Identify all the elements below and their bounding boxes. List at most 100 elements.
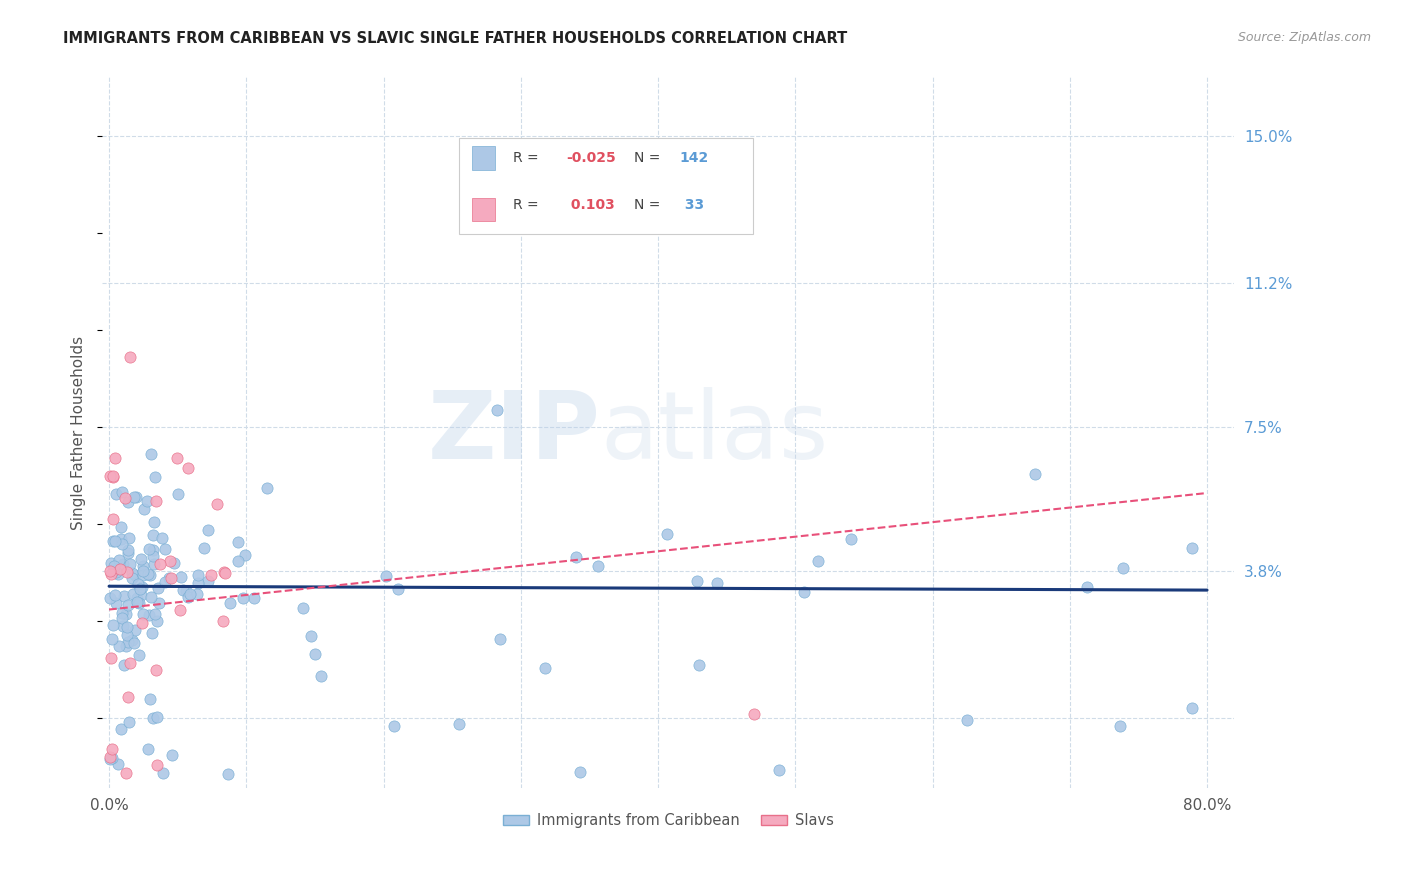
- Point: [232, 591, 254, 606]
- Point: [568, 765, 591, 780]
- Point: [136, 742, 159, 756]
- Text: 0.103: 0.103: [567, 198, 616, 212]
- Point: [122, 636, 145, 650]
- Point: [117, 690, 139, 704]
- Text: ZIP: ZIP: [427, 387, 600, 479]
- Point: [187, 575, 209, 590]
- Point: [131, 588, 153, 602]
- Text: atlas: atlas: [600, 387, 828, 479]
- Point: [124, 567, 146, 582]
- Point: [374, 568, 396, 582]
- Point: [142, 549, 165, 563]
- Point: [107, 756, 129, 771]
- Point: [197, 523, 219, 537]
- Point: [103, 469, 125, 483]
- Point: [111, 536, 134, 550]
- FancyBboxPatch shape: [458, 138, 754, 234]
- Point: [100, 651, 122, 665]
- Text: Source: ZipAtlas.com: Source: ZipAtlas.com: [1237, 31, 1371, 45]
- Point: [104, 596, 127, 610]
- Text: 33: 33: [679, 198, 704, 212]
- Point: [1111, 561, 1133, 575]
- Point: [129, 582, 152, 596]
- Text: N =: N =: [634, 151, 665, 165]
- Point: [166, 450, 188, 465]
- Point: [145, 663, 167, 677]
- Point: [98, 469, 121, 483]
- Text: R =: R =: [513, 198, 543, 212]
- Point: [107, 566, 129, 581]
- Text: IMMIGRANTS FROM CARIBBEAN VS SLAVIC SINGLE FATHER HOUSEHOLDS CORRELATION CHART: IMMIGRANTS FROM CARIBBEAN VS SLAVIC SING…: [63, 31, 848, 46]
- Point: [117, 546, 139, 560]
- Point: [121, 571, 143, 585]
- Point: [193, 541, 215, 555]
- Point: [143, 607, 166, 622]
- Point: [131, 616, 153, 631]
- Point: [1024, 467, 1046, 481]
- Point: [1108, 719, 1130, 733]
- Point: [807, 554, 830, 568]
- Point: [138, 541, 160, 556]
- Point: [118, 350, 141, 364]
- Point: [114, 491, 136, 506]
- Point: [309, 668, 332, 682]
- Point: [186, 587, 208, 601]
- Point: [117, 495, 139, 509]
- Point: [533, 661, 555, 675]
- Point: [100, 566, 122, 581]
- Point: [112, 558, 135, 572]
- Point: [114, 589, 136, 603]
- Point: [157, 571, 180, 585]
- Point: [793, 584, 815, 599]
- Point: [117, 543, 139, 558]
- Point: [141, 447, 163, 461]
- Point: [159, 554, 181, 568]
- Point: [104, 534, 127, 549]
- Point: [149, 557, 172, 571]
- Point: [139, 568, 162, 582]
- Point: [655, 526, 678, 541]
- Point: [105, 565, 128, 579]
- Point: [127, 577, 149, 591]
- Point: [301, 629, 323, 643]
- Point: [162, 747, 184, 762]
- Point: [110, 532, 132, 546]
- Point: [145, 493, 167, 508]
- Point: [128, 648, 150, 663]
- Point: [136, 567, 159, 582]
- Point: [839, 532, 862, 546]
- Point: [169, 603, 191, 617]
- Point: [160, 571, 183, 585]
- Point: [132, 501, 155, 516]
- Point: [128, 596, 150, 610]
- Y-axis label: Single Father Households: Single Father Households: [72, 335, 86, 530]
- Point: [218, 596, 240, 610]
- Legend: Immigrants from Caribbean, Slavs: Immigrants from Caribbean, Slavs: [498, 807, 839, 834]
- Point: [104, 487, 127, 501]
- Point: [233, 548, 256, 562]
- Point: [382, 719, 405, 733]
- Point: [706, 575, 728, 590]
- Point: [101, 564, 124, 578]
- Point: [768, 763, 790, 777]
- Point: [111, 607, 134, 621]
- Point: [1076, 580, 1098, 594]
- Point: [212, 566, 235, 580]
- Point: [146, 581, 169, 595]
- Point: [132, 607, 155, 622]
- Point: [565, 549, 588, 564]
- Point: [103, 618, 125, 632]
- Point: [138, 608, 160, 623]
- Point: [146, 615, 169, 629]
- Point: [143, 515, 166, 529]
- Point: [100, 750, 122, 764]
- Point: [132, 558, 155, 573]
- Point: [131, 567, 153, 582]
- Point: [108, 639, 131, 653]
- Point: [142, 557, 165, 571]
- Point: [117, 628, 139, 642]
- Point: [136, 494, 159, 508]
- Text: N =: N =: [634, 198, 665, 212]
- Point: [118, 656, 141, 670]
- Point: [177, 590, 200, 604]
